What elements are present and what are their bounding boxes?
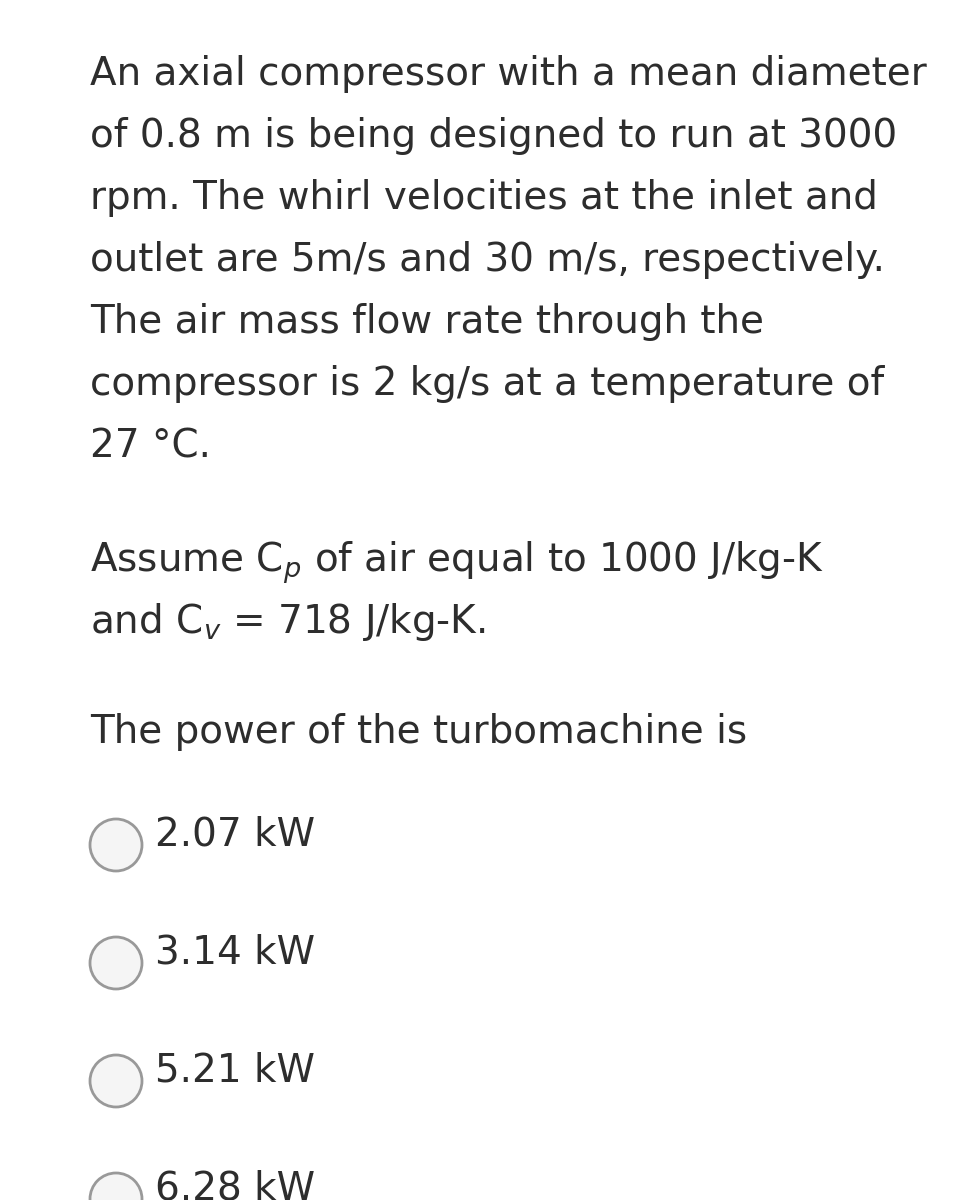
Text: rpm. The whirl velocities at the inlet and: rpm. The whirl velocities at the inlet a…	[90, 179, 878, 217]
Text: The power of the turbomachine is: The power of the turbomachine is	[90, 713, 747, 751]
Text: compressor is 2 kg/s at a temperature of: compressor is 2 kg/s at a temperature of	[90, 365, 884, 403]
Circle shape	[90, 1055, 142, 1106]
Circle shape	[90, 1174, 142, 1200]
Text: 2.07 kW: 2.07 kW	[155, 815, 316, 853]
Circle shape	[90, 937, 142, 989]
Text: An axial compressor with a mean diameter: An axial compressor with a mean diameter	[90, 55, 927, 92]
Text: 6.28 kW: 6.28 kW	[155, 1169, 316, 1200]
Text: and C$_{v}$ = 718 J/kg-K.: and C$_{v}$ = 718 J/kg-K.	[90, 601, 485, 643]
Text: of 0.8 m is being designed to run at 3000: of 0.8 m is being designed to run at 300…	[90, 116, 898, 155]
Circle shape	[90, 818, 142, 871]
Text: The air mass flow rate through the: The air mass flow rate through the	[90, 302, 764, 341]
Text: 3.14 kW: 3.14 kW	[155, 934, 316, 971]
Text: outlet are 5m/s and 30 m/s, respectively.: outlet are 5m/s and 30 m/s, respectively…	[90, 241, 885, 278]
Text: 5.21 kW: 5.21 kW	[155, 1051, 315, 1090]
Text: Assume C$_{p}$ of air equal to 1000 J/kg-K: Assume C$_{p}$ of air equal to 1000 J/kg…	[90, 539, 824, 586]
Text: 27 °C.: 27 °C.	[90, 427, 211, 464]
